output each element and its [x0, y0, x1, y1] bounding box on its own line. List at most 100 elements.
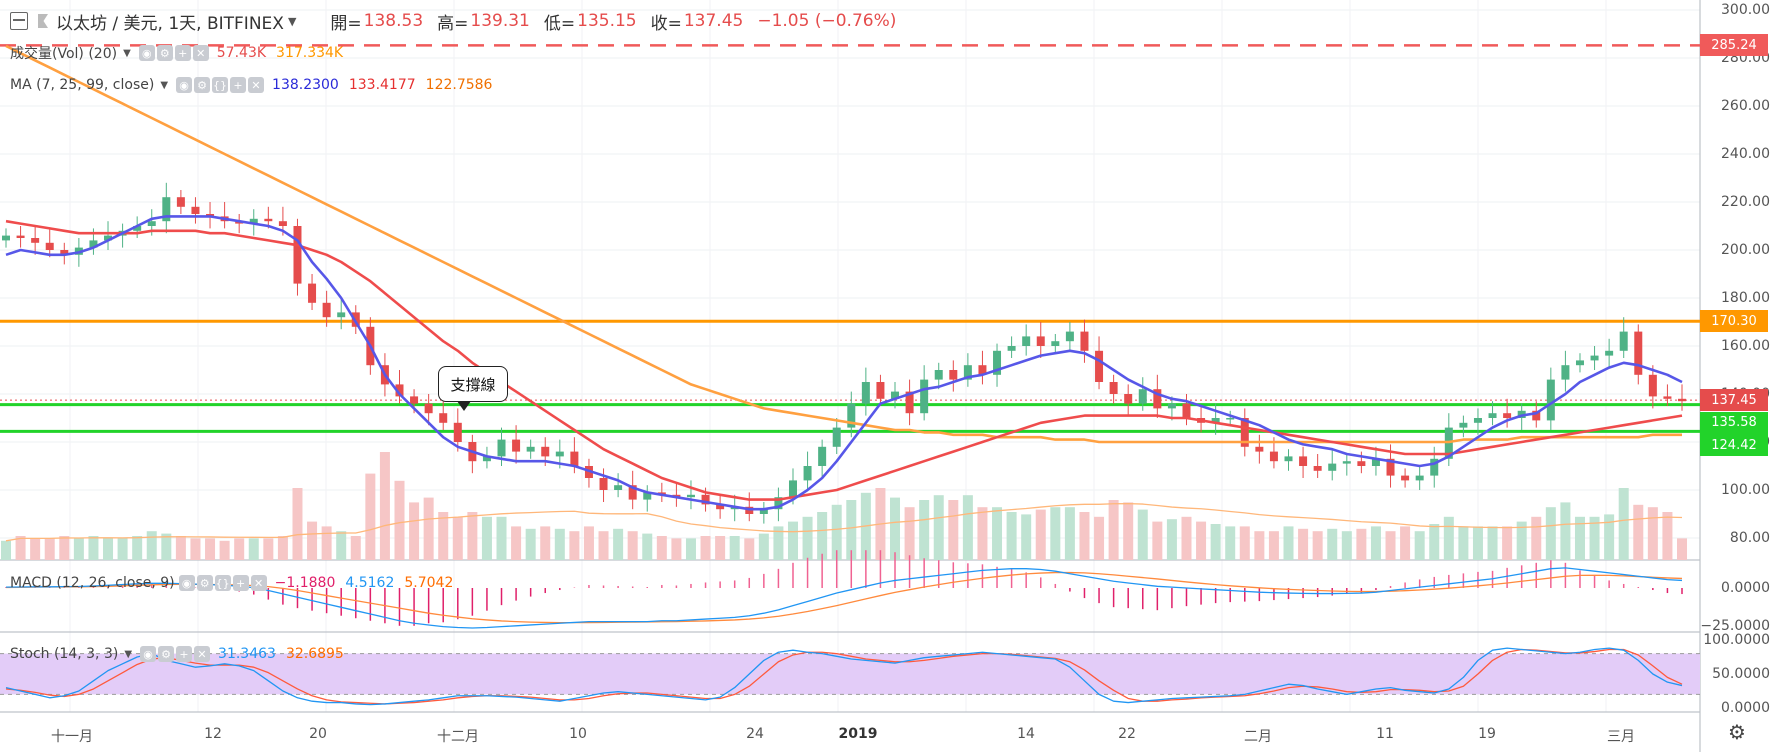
plus-icon[interactable]: +	[174, 45, 191, 61]
candle-body	[1357, 461, 1366, 466]
volume-bar	[1429, 524, 1440, 560]
source-code-icon[interactable]: {}	[212, 77, 229, 93]
candle-body	[774, 497, 783, 510]
macd-legend-label[interactable]: MACD (12, 26, close, 9)	[10, 575, 175, 591]
volume-bar	[1123, 502, 1134, 560]
volume-bar	[890, 497, 901, 560]
volume-bar	[758, 533, 769, 560]
plus-icon[interactable]: +	[176, 646, 193, 662]
price-axis-label: 180.00	[1721, 290, 1770, 306]
volume-bar	[715, 536, 726, 560]
gear-icon[interactable]: ⚙	[194, 77, 211, 93]
price-badge[interactable]: 135.58	[1700, 411, 1768, 434]
volume-bar	[1472, 526, 1483, 560]
chevron-down-icon[interactable]: ▼	[124, 648, 133, 660]
volume-bar	[1502, 526, 1513, 560]
candle-body	[1167, 403, 1176, 409]
ma7-line	[5, 215, 1683, 511]
macd-legend[interactable]: MACD (12, 26, close, 9) ◉ ⚙{} + ✕ −1.1880 4…	[10, 572, 463, 594]
support-line-callout[interactable]: 支撐線	[438, 366, 508, 411]
stoch-legend-label[interactable]: Stoch (14, 3, 3)	[10, 646, 119, 662]
volume-legend[interactable]: 成交量(Vol) (20) ▼ ◉ ⚙ + ✕ 57.43K 317.334K	[10, 42, 353, 64]
ma25-line	[5, 219, 1683, 501]
close-icon[interactable]: ✕	[248, 77, 265, 93]
candle-body	[264, 218, 273, 222]
chevron-down-icon[interactable]: ▼	[123, 47, 131, 59]
gear-icon[interactable]: ⚙	[1728, 720, 1746, 744]
price-badge[interactable]: 285.24	[1700, 34, 1768, 57]
ma-legend-label[interactable]: MA (7, 25, 99, close)	[10, 77, 155, 93]
volume-bar	[729, 536, 740, 560]
eye-icon[interactable]: ◉	[176, 77, 193, 93]
volume-bar	[817, 512, 828, 560]
candle-body	[1401, 475, 1410, 481]
price-badge[interactable]: 124.42	[1700, 434, 1768, 457]
price-badge[interactable]: 137.45	[1700, 389, 1768, 412]
volume-bar	[802, 516, 813, 560]
gear-icon[interactable]: ⚙	[196, 575, 213, 591]
volume-bar	[365, 473, 376, 560]
volume-bar	[773, 526, 784, 560]
candle-body	[1619, 331, 1628, 351]
macd-axis-label: −25.0000	[1700, 618, 1770, 634]
candle-body	[147, 221, 156, 226]
candle-body	[278, 221, 287, 226]
stoch-d-value: 32.6895	[285, 646, 344, 662]
volume-bar	[1268, 531, 1279, 560]
volume-bar	[496, 516, 507, 560]
ma-legend[interactable]: MA (7, 25, 99, close) ▼ ◉ ⚙{} + ✕ 138.2300 …	[10, 74, 502, 96]
macd-value: 4.5162	[345, 575, 395, 591]
candle-body	[1575, 360, 1584, 366]
chevron-down-icon[interactable]: ▼	[287, 14, 297, 28]
close-icon[interactable]: ✕	[194, 646, 211, 662]
plus-icon[interactable]: +	[230, 77, 247, 93]
flag-icon[interactable]	[38, 14, 48, 28]
collapse-icon[interactable]	[10, 12, 28, 30]
volume-bar	[846, 500, 857, 560]
candle-body	[716, 504, 725, 510]
stoch-k-value: 31.3463	[218, 646, 276, 662]
chevron-down-icon[interactable]: ▼	[160, 79, 169, 91]
candle-body	[847, 403, 856, 428]
time-axis-label: 三月	[1607, 729, 1635, 745]
price-axis-label: 240.00	[1721, 146, 1770, 162]
volume-bar	[511, 526, 522, 560]
gear-icon[interactable]: ⚙	[156, 45, 173, 61]
close-icon[interactable]: ✕	[250, 575, 267, 591]
eye-icon[interactable]: ◉	[178, 575, 195, 591]
volume-bar	[569, 531, 580, 560]
gear-icon[interactable]: ⚙	[158, 646, 175, 662]
open-label: 開=	[330, 13, 362, 34]
symbol-label[interactable]: 以太坊 / 美元, 1天, BITFINEX	[56, 13, 284, 34]
ma7-value: 138.2300	[272, 77, 339, 93]
eye-icon[interactable]: ◉	[138, 45, 155, 61]
volume-bar	[263, 538, 274, 560]
volume-bar	[481, 516, 492, 560]
ma99-value: 122.7586	[425, 77, 493, 93]
candle-body	[1634, 331, 1643, 375]
candle-body	[497, 439, 506, 457]
candle-body	[803, 466, 812, 481]
source-code-icon[interactable]: {}	[214, 575, 231, 591]
close-icon[interactable]: ✕	[192, 45, 209, 61]
candle-body	[920, 379, 929, 414]
stoch-legend[interactable]: Stoch (14, 3, 3) ▼ ◉ ⚙ + ✕ 31.3463 32.6895	[10, 643, 354, 665]
volume-bar	[977, 507, 988, 560]
candle-body	[1299, 456, 1308, 466]
volume-bar	[1298, 528, 1309, 560]
candle-body	[1095, 350, 1104, 382]
plus-icon[interactable]: +	[232, 575, 249, 591]
eye-icon[interactable]: ◉	[140, 646, 157, 662]
volume-bar	[1589, 516, 1600, 560]
candle-body	[31, 238, 40, 243]
volume-bar	[1400, 526, 1411, 560]
volume-bar	[1035, 509, 1046, 560]
candle-body	[293, 226, 302, 284]
volume-bar	[933, 495, 944, 560]
candle-body	[249, 218, 258, 224]
price-badge[interactable]: 170.30	[1700, 310, 1768, 333]
volume-bar	[277, 536, 288, 560]
volume-legend-label[interactable]: 成交量(Vol) (20)	[10, 46, 118, 62]
